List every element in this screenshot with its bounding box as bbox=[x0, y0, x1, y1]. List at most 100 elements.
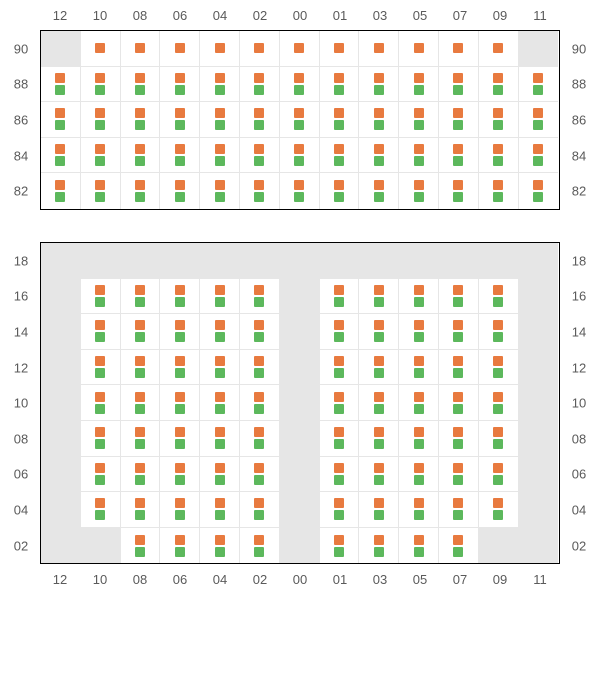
status-dot-green bbox=[55, 156, 65, 166]
status-dot-green bbox=[215, 297, 225, 307]
cell-empty bbox=[439, 243, 479, 279]
cell-slot bbox=[359, 492, 399, 528]
status-dot-green bbox=[215, 475, 225, 485]
cell-slot bbox=[160, 138, 200, 174]
status-dot-green bbox=[294, 120, 304, 130]
cell-empty bbox=[320, 243, 360, 279]
col-label: 00 bbox=[280, 572, 320, 587]
status-dot-green bbox=[135, 297, 145, 307]
cell-slot bbox=[280, 138, 320, 174]
status-dot-orange bbox=[374, 356, 384, 366]
status-dot-orange bbox=[334, 535, 344, 545]
col-label: 07 bbox=[440, 8, 480, 23]
row-label-left: 88 bbox=[1, 77, 41, 92]
status-dot-orange bbox=[374, 498, 384, 508]
cell-slot bbox=[439, 173, 479, 209]
col-label: 08 bbox=[120, 8, 160, 23]
cell-slot bbox=[439, 457, 479, 493]
cell-slot bbox=[280, 173, 320, 209]
status-dot-green bbox=[374, 120, 384, 130]
cell-slot bbox=[519, 102, 559, 138]
row-label-left: 06 bbox=[1, 467, 41, 482]
status-dot-orange bbox=[453, 463, 463, 473]
status-dot-green bbox=[374, 297, 384, 307]
cell-slot bbox=[240, 350, 280, 386]
cell-slot bbox=[81, 492, 121, 528]
cell-slot bbox=[121, 314, 161, 350]
status-dot-orange bbox=[135, 180, 145, 190]
status-dot-green bbox=[414, 332, 424, 342]
status-dot-orange bbox=[215, 285, 225, 295]
status-dot-green bbox=[95, 297, 105, 307]
rack-row: 1212 bbox=[41, 350, 559, 386]
cell-slot bbox=[240, 421, 280, 457]
cell-empty bbox=[359, 243, 399, 279]
status-dot-green bbox=[175, 85, 185, 95]
cell-slot bbox=[240, 102, 280, 138]
status-dot-green bbox=[254, 192, 264, 202]
cell-empty bbox=[41, 31, 81, 67]
row-label-left: 86 bbox=[1, 112, 41, 127]
status-dot-green bbox=[493, 510, 503, 520]
cell-slot bbox=[200, 492, 240, 528]
status-dot-orange bbox=[453, 285, 463, 295]
cell-slot bbox=[439, 492, 479, 528]
status-dot-orange bbox=[374, 320, 384, 330]
status-dot-green bbox=[414, 120, 424, 130]
cell-slot bbox=[200, 385, 240, 421]
status-dot-green bbox=[95, 475, 105, 485]
col-label: 05 bbox=[400, 572, 440, 587]
cell-slot bbox=[439, 279, 479, 315]
cell-empty bbox=[41, 385, 81, 421]
status-dot-orange bbox=[374, 43, 384, 53]
cell-empty bbox=[479, 528, 519, 564]
status-dot-green bbox=[215, 547, 225, 557]
col-label: 08 bbox=[120, 572, 160, 587]
col-label: 12 bbox=[40, 572, 80, 587]
cell-empty bbox=[121, 243, 161, 279]
cell-slot bbox=[121, 457, 161, 493]
rack-row: 8282 bbox=[41, 173, 559, 209]
cell-slot bbox=[399, 528, 439, 564]
status-dot-green bbox=[414, 368, 424, 378]
status-dot-green bbox=[254, 404, 264, 414]
status-dot-orange bbox=[95, 180, 105, 190]
row-label-right: 18 bbox=[559, 253, 599, 268]
status-dot-orange bbox=[453, 73, 463, 83]
status-dot-green bbox=[374, 332, 384, 342]
cell-slot bbox=[81, 350, 121, 386]
status-dot-orange bbox=[533, 108, 543, 118]
status-dot-green bbox=[254, 156, 264, 166]
status-dot-green bbox=[453, 297, 463, 307]
status-dot-orange bbox=[374, 392, 384, 402]
status-dot-orange bbox=[135, 285, 145, 295]
cell-slot bbox=[81, 421, 121, 457]
col-label: 04 bbox=[200, 8, 240, 23]
status-dot-orange bbox=[215, 498, 225, 508]
status-dot-orange bbox=[453, 108, 463, 118]
status-dot-orange bbox=[493, 356, 503, 366]
status-dot-orange bbox=[254, 498, 264, 508]
status-dot-green bbox=[374, 475, 384, 485]
status-dot-green bbox=[414, 156, 424, 166]
status-dot-green bbox=[414, 439, 424, 449]
cell-slot bbox=[320, 31, 360, 67]
status-dot-green bbox=[55, 192, 65, 202]
status-dot-green bbox=[533, 192, 543, 202]
cell-slot bbox=[200, 102, 240, 138]
cell-slot bbox=[519, 173, 559, 209]
col-label: 09 bbox=[480, 572, 520, 587]
status-dot-green bbox=[334, 439, 344, 449]
status-dot-green bbox=[95, 85, 105, 95]
status-dot-orange bbox=[95, 320, 105, 330]
status-dot-orange bbox=[334, 144, 344, 154]
block-gap bbox=[0, 210, 600, 242]
status-dot-orange bbox=[135, 73, 145, 83]
cell-slot bbox=[160, 314, 200, 350]
status-dot-orange bbox=[453, 320, 463, 330]
cell-slot bbox=[160, 385, 200, 421]
status-dot-orange bbox=[374, 427, 384, 437]
status-dot-orange bbox=[493, 498, 503, 508]
status-dot-green bbox=[374, 404, 384, 414]
status-dot-green bbox=[493, 156, 503, 166]
